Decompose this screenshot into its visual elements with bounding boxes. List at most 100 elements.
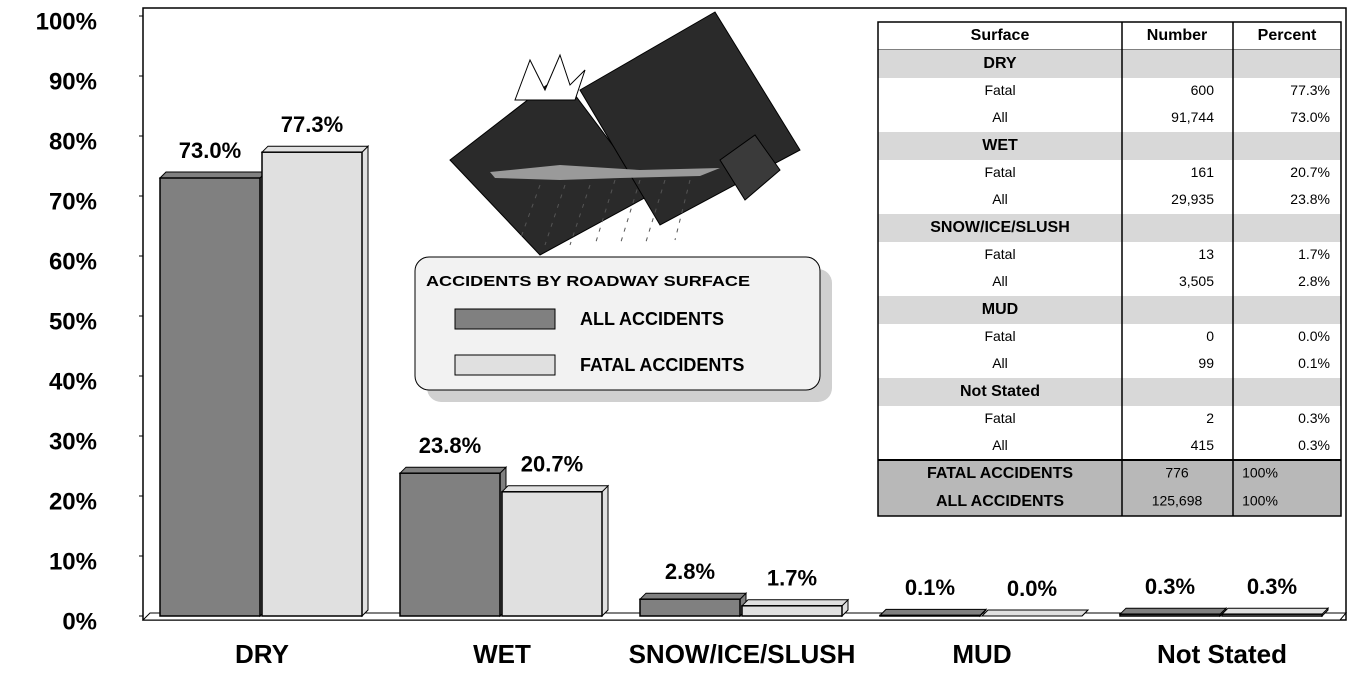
- legend-swatch: [454, 354, 556, 376]
- y-tick-label: 70%: [49, 188, 97, 215]
- table-total: 100%: [1242, 493, 1278, 509]
- table-total: FATAL ACCIDENTS: [927, 465, 1073, 482]
- bar: [639, 598, 741, 617]
- table-cell: 0.3%: [1298, 410, 1330, 426]
- table-header: Surface: [971, 27, 1030, 44]
- table-cell: 29,935: [1171, 191, 1214, 207]
- y-tick-label: 0%: [62, 608, 97, 635]
- table-row: [878, 488, 1341, 516]
- table-cell: 2: [1206, 410, 1214, 426]
- table-cell: 0.3%: [1298, 437, 1330, 453]
- x-tick-label: Not Stated: [1157, 639, 1287, 669]
- table-section: Not Stated: [960, 383, 1040, 400]
- y-tick-label: 10%: [49, 548, 97, 575]
- value-label: 0.3%: [1247, 574, 1297, 599]
- table-cell: 3,505: [1179, 273, 1214, 289]
- legend-label: ALL ACCIDENTS: [580, 309, 724, 329]
- value-label: 2.8%: [665, 559, 715, 584]
- bar-top: [158, 171, 268, 179]
- bar: [501, 491, 603, 617]
- bar: [159, 177, 261, 617]
- bar: [879, 614, 981, 617]
- table-cell: 0: [1206, 328, 1214, 344]
- table-cell: 600: [1191, 82, 1215, 98]
- value-label: 1.7%: [767, 566, 817, 591]
- table-row: [878, 214, 1341, 242]
- table-cell: Fatal: [984, 246, 1015, 262]
- table-section: MUD: [982, 301, 1018, 318]
- table-cell: 77.3%: [1290, 82, 1330, 98]
- value-label: 0.3%: [1145, 574, 1195, 599]
- table-frame: [877, 21, 1342, 517]
- bar-side: [601, 484, 609, 618]
- table-row: [878, 50, 1341, 78]
- table-total: 776: [1165, 465, 1189, 481]
- table-cell: All: [992, 437, 1008, 453]
- x-tick-label: WET: [473, 639, 531, 669]
- y-tick-label: 50%: [49, 308, 97, 335]
- table-cell: Fatal: [984, 328, 1015, 344]
- bar-top: [398, 466, 508, 474]
- table-cell: 0.1%: [1298, 355, 1330, 371]
- legend-swatch: [454, 308, 556, 330]
- value-label: 73.0%: [179, 138, 241, 163]
- table-cell: All: [992, 191, 1008, 207]
- bar-top: [638, 592, 748, 600]
- table-section: SNOW/ICE/SLUSH: [930, 219, 1070, 236]
- bar: [1119, 613, 1221, 617]
- legend-label: FATAL ACCIDENTS: [580, 355, 744, 375]
- table-cell: 99: [1198, 355, 1214, 371]
- table-cell: All: [992, 109, 1008, 125]
- table-row: [878, 378, 1341, 406]
- y-tick-label: 30%: [49, 428, 97, 455]
- bar-top: [980, 609, 1090, 617]
- value-label: 77.3%: [281, 112, 343, 137]
- table-section: WET: [982, 137, 1018, 154]
- table-cell: 23.8%: [1290, 191, 1330, 207]
- y-tick-label: 90%: [49, 68, 97, 95]
- value-label: 20.7%: [521, 452, 583, 477]
- table-row: [878, 132, 1341, 160]
- y-tick-label: 100%: [36, 8, 97, 35]
- table-header: Percent: [1258, 27, 1317, 44]
- table-total: ALL ACCIDENTS: [936, 493, 1064, 510]
- value-label: 23.8%: [419, 433, 481, 458]
- table-cell: 91,744: [1171, 109, 1214, 125]
- table-row: [878, 406, 1341, 433]
- table-cell: 2.8%: [1298, 273, 1330, 289]
- illustration: [449, 11, 801, 256]
- table-cell: All: [992, 355, 1008, 371]
- table-row: [878, 351, 1341, 378]
- table-row: [878, 296, 1341, 324]
- table-row: [878, 433, 1341, 460]
- table-cell: 415: [1191, 437, 1215, 453]
- legend-title: ACCIDENTS BY ROADWAY SURFACE: [426, 273, 750, 290]
- table-cell: 13: [1198, 246, 1214, 262]
- table-cell: 20.7%: [1290, 164, 1330, 180]
- bar-top: [1220, 607, 1330, 615]
- table-row: [878, 105, 1341, 132]
- table-section: DRY: [983, 55, 1017, 72]
- table-row: [878, 22, 1341, 50]
- table-row: [878, 160, 1341, 187]
- table-row: [878, 269, 1341, 296]
- bar-top: [500, 485, 610, 493]
- table-cell: Fatal: [984, 410, 1015, 426]
- y-tick-label: 40%: [49, 368, 97, 395]
- table-cell: 1.7%: [1298, 246, 1330, 262]
- table-cell: All: [992, 273, 1008, 289]
- table-row: [878, 324, 1341, 351]
- table-row: [878, 242, 1341, 269]
- table-row: [878, 460, 1341, 488]
- bar-top: [740, 599, 850, 607]
- bar-top: [878, 608, 988, 616]
- bar-top: [260, 145, 370, 153]
- table-cell: 161: [1191, 164, 1215, 180]
- x-tick-label: SNOW/ICE/SLUSH: [629, 639, 856, 669]
- table-cell: Fatal: [984, 164, 1015, 180]
- bar: [741, 605, 843, 617]
- table-header: Number: [1147, 27, 1207, 44]
- table-row: [878, 78, 1341, 105]
- y-tick-label: 20%: [49, 488, 97, 515]
